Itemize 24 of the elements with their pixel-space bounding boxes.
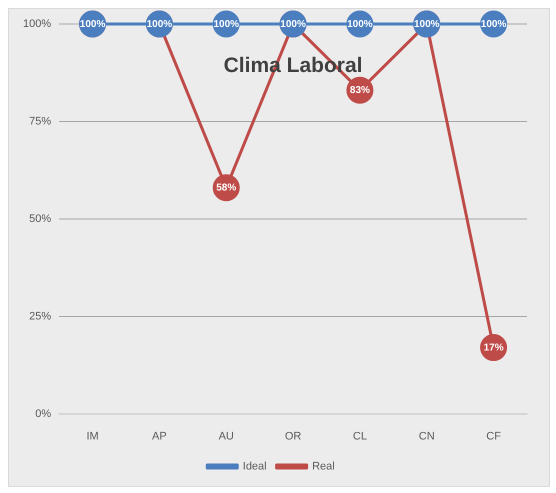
data-label: 83% [350, 85, 370, 96]
y-tick-label: 50% [29, 212, 52, 225]
data-label: 100% [213, 18, 240, 30]
data-label: 100% [480, 18, 506, 30]
x-tick-label: AU [218, 430, 234, 442]
x-tick-label: AP [152, 430, 167, 442]
y-tick-label: 25% [29, 310, 52, 322]
y-tick-label: 0% [35, 408, 52, 420]
x-tick-label: IM [86, 430, 99, 442]
legend-label: Real [312, 460, 335, 473]
x-tick-label: CL [352, 430, 367, 442]
data-label: 100% [347, 18, 373, 30]
x-tick-label: CN [418, 430, 435, 442]
legend-label: Ideal [242, 460, 267, 473]
x-tick-label: CF [486, 430, 502, 442]
data-label: 58% [216, 182, 236, 194]
data-label: 100% [80, 18, 106, 30]
data-label: 100% [414, 18, 440, 30]
data-label: 100% [146, 18, 172, 30]
y-tick-label: 75% [29, 115, 52, 128]
y-tick-label: 100% [22, 18, 52, 30]
data-label: 17% [484, 342, 504, 354]
x-tick-label: OR [284, 430, 302, 442]
data-label: 100% [280, 18, 306, 30]
